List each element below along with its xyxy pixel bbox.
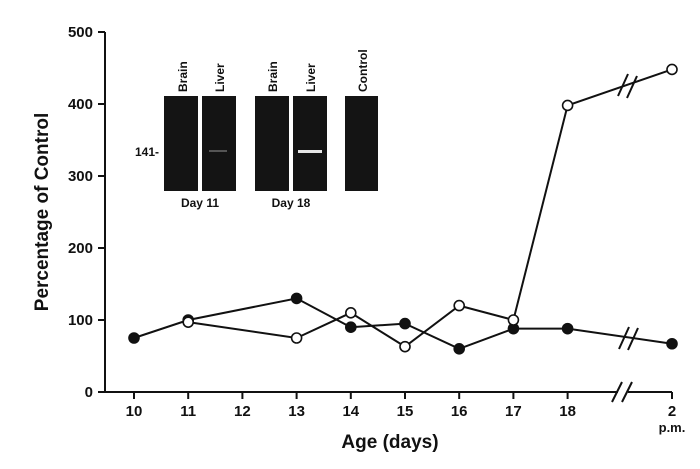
filled-point	[290, 292, 303, 305]
filled-point	[453, 342, 466, 355]
open-point	[182, 316, 194, 328]
y-ticks: 0 100 200 300 400 500	[68, 24, 105, 401]
gel-label-brain-1: Brain	[176, 61, 190, 92]
x-tick-label: 11	[180, 403, 196, 420]
x-tick-label: 15	[397, 403, 414, 420]
x-tick-label: 18	[559, 403, 576, 420]
gel-label-liver-1: Liver	[213, 63, 227, 92]
gel-marker-label: 141-	[135, 145, 159, 159]
gel-band-day11-liver	[209, 150, 227, 152]
series-open-break	[617, 73, 638, 99]
open-point	[290, 332, 303, 344]
filled-point	[344, 321, 357, 334]
y-axis-title: Percentage of Control	[32, 113, 53, 311]
gel-group-day18: Day 18	[272, 196, 311, 210]
gel-label-control: Control	[356, 49, 370, 92]
gel-lane-3	[255, 96, 289, 191]
y-tick-label: 400	[68, 96, 93, 113]
x-axis-break	[611, 381, 633, 403]
series-line-open-circle	[188, 68, 673, 348]
open-point	[453, 299, 466, 312]
gel-lane-2	[202, 96, 236, 191]
gel-label-liver-2: Liver	[304, 63, 318, 92]
y-tick-label: 200	[68, 240, 93, 257]
gel-lane-1	[164, 96, 198, 191]
y-tick-label: 0	[85, 384, 93, 401]
open-point	[666, 63, 678, 76]
y-tick-label: 500	[68, 24, 93, 41]
series-layer	[128, 63, 678, 355]
x-tick-label: 12	[234, 403, 251, 420]
gel-band-day18-liver	[298, 150, 322, 153]
gel-label-brain-2: Brain	[266, 61, 280, 92]
y-tick-label: 100	[68, 312, 93, 329]
filled-point	[561, 322, 574, 335]
open-point	[561, 99, 574, 112]
y-tick-label: 300	[68, 168, 93, 185]
gel-lane-5	[345, 96, 378, 191]
x-tick-sublabel: p.m.	[659, 420, 686, 435]
filled-point	[399, 317, 411, 330]
gel-group-day11: Day 11	[181, 196, 219, 210]
x-tick-label: 10	[126, 403, 143, 420]
x-tick-label: 16	[451, 403, 468, 420]
x-axis-title: Age (days)	[341, 432, 438, 453]
filled-point	[128, 332, 140, 344]
x-ticks: 10 11 12 13 14 15 16 17 18 2p.m.	[126, 392, 686, 435]
x-tick-label: 2	[668, 403, 676, 420]
filled-point	[666, 337, 678, 350]
x-tick-label: 14	[342, 403, 359, 420]
gel-lane-4	[293, 96, 327, 191]
x-tick-label: 13	[288, 403, 305, 420]
open-point	[507, 314, 520, 326]
open-point	[344, 306, 357, 319]
x-tick-label: 17	[505, 403, 522, 420]
open-point	[399, 340, 411, 353]
gel-inset: Brain Liver Brain Liver Control 141- Day…	[135, 49, 378, 210]
